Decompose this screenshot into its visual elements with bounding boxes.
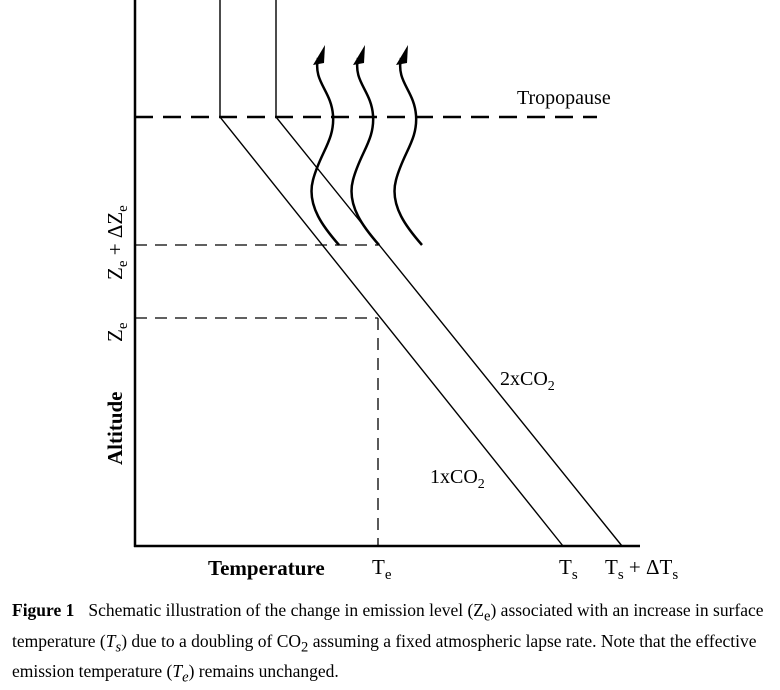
te-label: Te [372,555,392,583]
profile-1xco2 [219,0,564,547]
emission-arrow-3 [393,45,423,246]
emission-arrow-1 [310,45,340,246]
ze-label: Ze [103,322,131,342]
temperature-label: Temperature [208,556,325,580]
profile-2xco2 [275,0,623,547]
label-2xco2: 2xCO2 [500,368,555,394]
figure-caption: Figure 1 Schematic illustration of the ch… [12,600,764,686]
label-1xco2: 1xCO2 [430,466,485,492]
caption-title: Figure 1 [12,600,75,620]
diagram-canvas: Tropopause 2xCO2 1xCO2 Altitude Ze Ze + … [103,0,678,583]
tropopause-label: Tropopause [517,87,611,109]
altitude-label: Altitude [103,392,127,466]
ts-label: Ts [559,555,578,583]
ze-plus-dze-label: Ze + ΔZe [103,205,131,280]
emission-arrow-2 [350,45,380,246]
ts-plus-dts-label: Ts + ΔTs [605,555,678,583]
